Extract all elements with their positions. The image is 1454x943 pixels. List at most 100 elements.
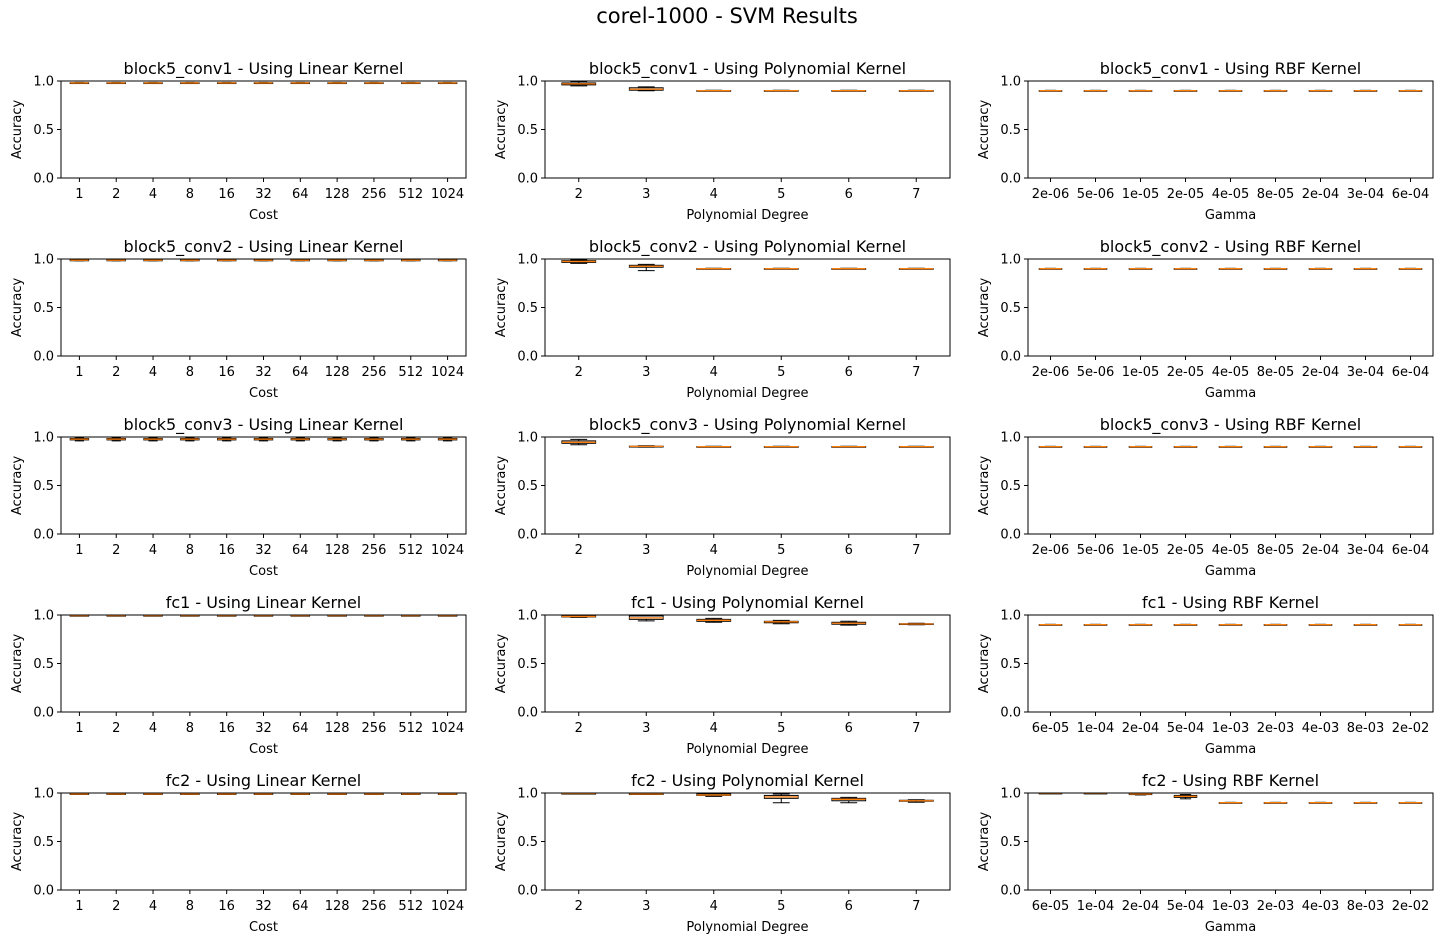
- y-axis-label: Accuracy: [977, 456, 992, 516]
- x-tick-label: 1e-05: [1122, 365, 1160, 380]
- y-axis-label: Accuracy: [977, 812, 992, 872]
- box-4: [180, 437, 200, 442]
- axes-frame: [60, 436, 467, 535]
- x-tick-label: 7: [912, 543, 920, 558]
- y-tick-label: 1.0: [517, 253, 538, 268]
- y-axis-label: Accuracy: [494, 278, 509, 338]
- x-tick-label: 8e-05: [1257, 187, 1295, 202]
- box-5: [216, 259, 237, 262]
- x-tick-label: 2: [575, 899, 583, 914]
- box-4: [763, 619, 799, 625]
- x-tick-label: 1: [75, 365, 83, 380]
- x-tick-label: 32: [255, 721, 272, 736]
- box-4: [763, 267, 799, 270]
- x-tick-label: 2e-04: [1302, 365, 1340, 380]
- x-tick-label: 4e-03: [1302, 899, 1340, 914]
- box-6: [1263, 89, 1288, 92]
- y-tick-label: 0.5: [1000, 479, 1021, 494]
- axes-frame: [60, 792, 467, 891]
- x-axis-label: Cost: [249, 564, 278, 579]
- box-8: [327, 81, 347, 85]
- box-1: [69, 437, 90, 442]
- x-tick-label: 1024: [431, 899, 464, 914]
- x-tick-label: 2e-06: [1032, 543, 1070, 558]
- box-1: [69, 81, 90, 85]
- x-tick-label: 3e-04: [1347, 187, 1385, 202]
- x-axis-label: Polynomial Degree: [686, 386, 808, 401]
- box-4: [180, 259, 200, 262]
- box-2: [628, 792, 664, 795]
- box-6: [898, 622, 934, 626]
- box-3: [1128, 623, 1153, 626]
- x-tick-label: 4: [710, 721, 718, 736]
- x-tick-label: 3: [642, 899, 650, 914]
- x-tick-label: 16: [218, 543, 235, 558]
- x-tick-label: 4e-05: [1212, 365, 1250, 380]
- x-axis-label: Polynomial Degree: [686, 564, 808, 579]
- x-tick-label: 1: [75, 187, 83, 202]
- x-tick-label: 5: [777, 543, 785, 558]
- x-tick-label: 2e-03: [1257, 899, 1295, 914]
- x-tick-label: 8: [186, 899, 194, 914]
- y-axis-label: Accuracy: [977, 634, 992, 694]
- box-10: [401, 437, 421, 442]
- x-tick-label: 2e-05: [1167, 543, 1205, 558]
- box-6: [253, 259, 274, 262]
- x-tick-label: 16: [218, 187, 235, 202]
- x-tick-label: 4: [149, 187, 157, 202]
- box-11: [437, 259, 458, 262]
- x-tick-label: 1024: [431, 187, 464, 202]
- x-tick-label: 128: [325, 365, 350, 380]
- x-tick-label: 4: [149, 721, 157, 736]
- x-tick-label: 256: [362, 543, 387, 558]
- x-tick-label: 32: [255, 899, 272, 914]
- box-3: [1128, 445, 1153, 448]
- subplot-title: block5_conv3 - Using RBF Kernel: [1100, 415, 1361, 435]
- y-tick-label: 1.0: [517, 75, 538, 90]
- x-tick-label: 4: [710, 899, 718, 914]
- x-tick-label: 32: [255, 365, 272, 380]
- box-7: [1308, 89, 1333, 92]
- y-axis-label: Accuracy: [10, 634, 25, 694]
- x-tick-label: 128: [325, 899, 350, 914]
- box-8: [327, 437, 347, 442]
- box-7: [1308, 445, 1333, 448]
- axes-frame: [60, 258, 467, 357]
- x-tick-label: 2e-04: [1302, 187, 1340, 202]
- x-tick-label: 5e-04: [1167, 721, 1205, 736]
- x-tick-label: 2e-02: [1392, 899, 1430, 914]
- y-tick-label: 0.0: [1000, 350, 1021, 365]
- y-tick-label: 0.5: [33, 657, 54, 672]
- box-3: [1128, 267, 1153, 270]
- box-4: [1173, 623, 1198, 626]
- box-4: [180, 792, 200, 795]
- box-4: [1173, 267, 1198, 270]
- x-tick-label: 3: [642, 365, 650, 380]
- subplot-5: block5_conv2 - Using Polynomial Kernel 0.…: [494, 237, 951, 401]
- x-tick-label: 6e-05: [1032, 721, 1070, 736]
- x-tick-label: 2: [112, 365, 120, 380]
- subplot-2: block5_conv1 - Using Polynomial Kernel 0.…: [494, 59, 951, 223]
- x-tick-label: 2: [575, 187, 583, 202]
- y-tick-label: 0.5: [517, 301, 538, 316]
- subplot-9: block5_conv3 - Using RBF Kernel 0.0 0.5 1.0…: [977, 415, 1434, 579]
- box-10: [401, 792, 421, 795]
- x-tick-label: 5: [777, 187, 785, 202]
- box-7: [290, 792, 311, 795]
- x-tick-label: 1e-04: [1077, 899, 1115, 914]
- box-1: [561, 614, 597, 618]
- x-axis-label: Polynomial Degree: [686, 208, 808, 223]
- box-1: [561, 438, 597, 446]
- box-10: [401, 259, 421, 262]
- box-5: [831, 445, 867, 448]
- x-tick-label: 2: [112, 899, 120, 914]
- x-tick-label: 2e-06: [1032, 187, 1070, 202]
- box-1: [1038, 445, 1063, 448]
- box-3: [696, 617, 732, 623]
- y-tick-label: 0.5: [33, 123, 54, 138]
- y-tick-label: 0.0: [33, 528, 54, 543]
- x-tick-label: 32: [255, 543, 272, 558]
- subplot-title: fc2 - Using Linear Kernel: [166, 771, 362, 790]
- x-tick-label: 1024: [431, 721, 464, 736]
- box-9: [1398, 623, 1423, 626]
